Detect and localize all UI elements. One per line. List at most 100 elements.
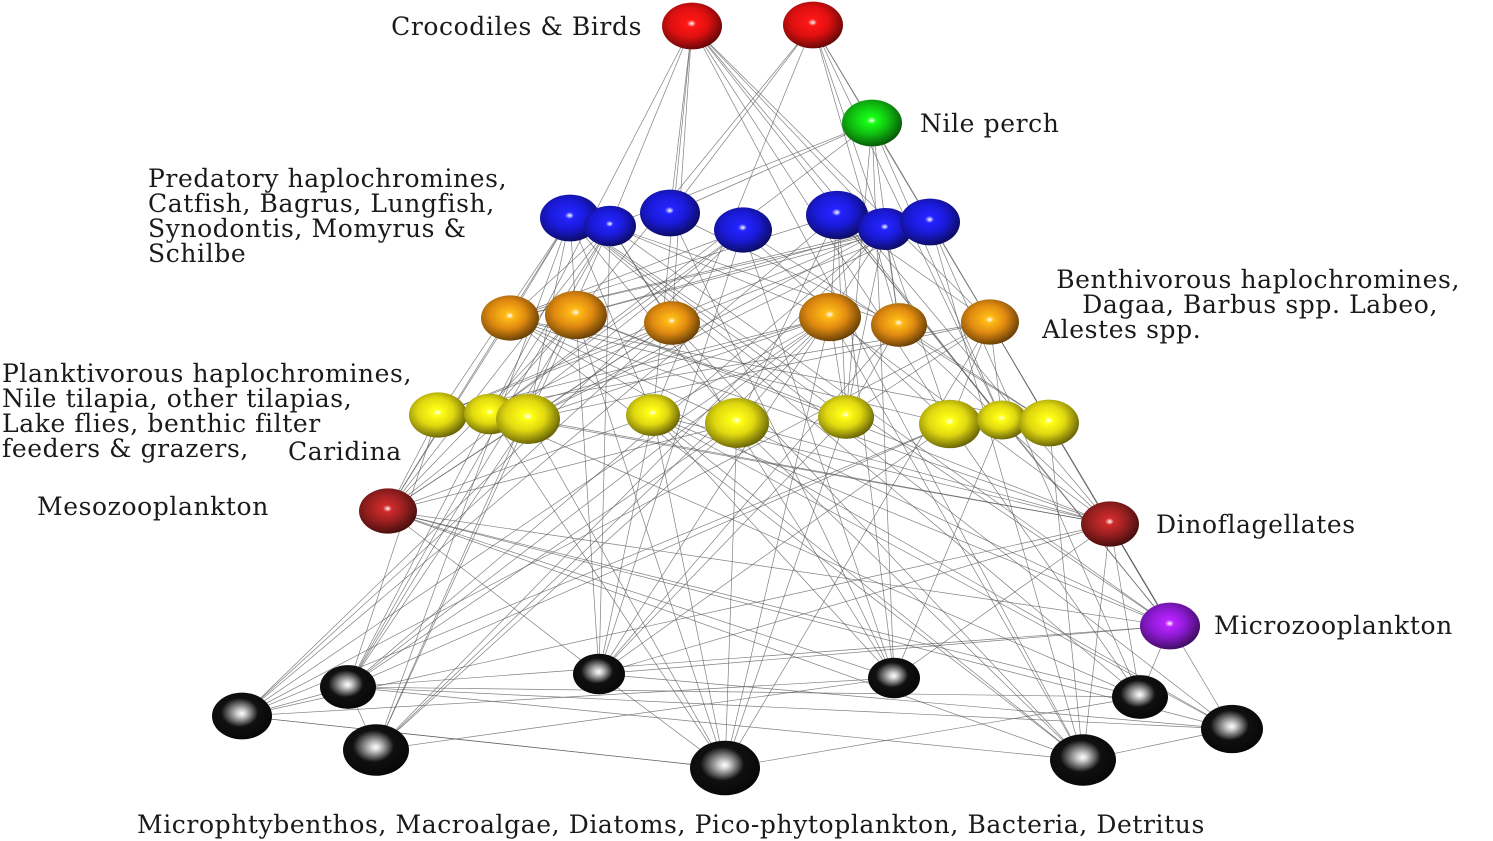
trophic-link [652,316,831,416]
benthivorous-fish-node-2 [545,290,607,340]
trophic-link [375,316,831,751]
trophic-link [347,686,1233,730]
basal-resource-node-1 [212,692,272,740]
trophic-link [598,324,900,675]
trophic-link [575,314,600,675]
trophic-link [387,422,738,512]
trophic-link [527,221,931,420]
top-predator-node-1 [662,2,722,50]
label-basal-resources: Microphtybenthos, Macroalgae, Diatoms, P… [137,810,1205,839]
label-benthivorous-line-3: Alestes spp. [1042,315,1202,344]
trophic-link [609,225,831,318]
label-predatory-line-4: Schilbe [148,239,247,268]
trophic-links [241,24,1233,769]
planktivorous-node-4 [626,393,680,437]
trophic-link [575,228,886,316]
trophic-link [387,510,1233,730]
trophic-link [509,317,1233,730]
label-mesozooplankton: Mesozooplankton [37,492,269,521]
trophic-link [691,25,991,323]
trophic-link [527,418,1111,525]
label-nile-perch: Nile perch [920,109,1060,138]
trophic-link [489,316,831,415]
trophic-link [575,314,847,418]
trophic-link [509,229,744,319]
trophic-link [489,122,873,415]
trophic-link [1048,422,1084,761]
label-planktivorous-line-1: Planktivorous haplochromines, [2,359,413,388]
nile-perch-node-1 [842,99,902,147]
trophic-link [347,316,831,688]
predatory-fish-node-4 [714,207,772,253]
trophic-link [724,321,991,769]
trophic-link [387,414,654,512]
planktivorous-node-1 [409,392,467,438]
basal-resource-node-3 [343,724,409,776]
label-crocodiles-birds: Crocodiles & Birds [391,12,642,41]
trophic-link [375,217,571,751]
dinoflagellates-node-1 [1081,501,1139,547]
trophic-link [812,24,900,326]
trophic-link [347,25,693,688]
basal-resource-node-6 [868,657,920,699]
label-microzooplankton: Microzooplankton [1214,611,1453,640]
trophic-link [347,686,1084,761]
trophic-link [724,696,1141,769]
species-nodes [212,1,1263,796]
predatory-fish-node-2 [584,205,636,247]
benthivorous-fish-node-1 [481,295,539,341]
trophic-link [347,414,439,688]
label-predatory-line-1: Predatory haplochromines, [148,164,508,193]
trophic-link [724,416,847,769]
trophic-link [652,414,1171,627]
trophic-link [671,25,693,324]
trophic-link [347,625,1171,688]
trophic-link [387,217,571,512]
benthivorous-fish-node-6 [961,299,1019,345]
trophic-link [241,316,831,717]
trophic-link [527,228,886,420]
trophic-link [871,122,1003,421]
planktivorous-node-9 [1019,399,1079,447]
label-predatory-line-3: Synodontis, Momyrus & [148,214,467,243]
trophic-link [489,229,744,415]
label-planktivorous-line-3: Lake flies, benthic filter [2,409,321,438]
trophic-link [241,322,673,717]
trophic-link [724,316,831,769]
trophic-link [598,416,847,675]
planktivorous-node-3 [496,394,560,444]
trophic-link [598,423,951,675]
trophic-link [949,423,1141,698]
trophic-link [347,422,738,688]
trophic-link [375,677,895,751]
planktivorous-node-7 [919,399,981,449]
trophic-link [652,414,1084,761]
trophic-link [527,418,726,769]
trophic-link [241,214,838,717]
trophic-link [387,510,600,675]
basal-resource-node-2 [320,665,376,709]
trophic-link [569,217,1141,698]
trophic-link [609,225,1171,627]
label-planktivorous-line-4: feeders & grazers, [2,434,249,463]
predatory-fish-node-5 [806,190,868,240]
top-predator-node-2 [783,1,843,49]
label-predatory-line-2: Catfish, Bagrus, Lungfish, [148,189,495,218]
trophic-link [929,221,1084,761]
trophic-link [598,523,1111,675]
trophic-link [598,673,1233,730]
trophic-link [489,413,1141,698]
trophic-link [669,25,693,214]
trophic-link [241,321,991,717]
trophic-link [241,715,726,769]
trophic-link [736,422,1111,525]
trophic-link [845,228,886,418]
microzooplankton-node-1 [1140,602,1200,650]
basal-resource-node-9 [1201,704,1263,754]
benthivorous-fish-node-3 [644,301,700,345]
trophic-link [598,625,1171,675]
trophic-link [609,25,693,227]
label-benthivorous-line-1: Benthivorous haplochromines, [1056,265,1460,294]
trophic-link [898,324,1050,424]
trophic-link [387,510,1141,698]
